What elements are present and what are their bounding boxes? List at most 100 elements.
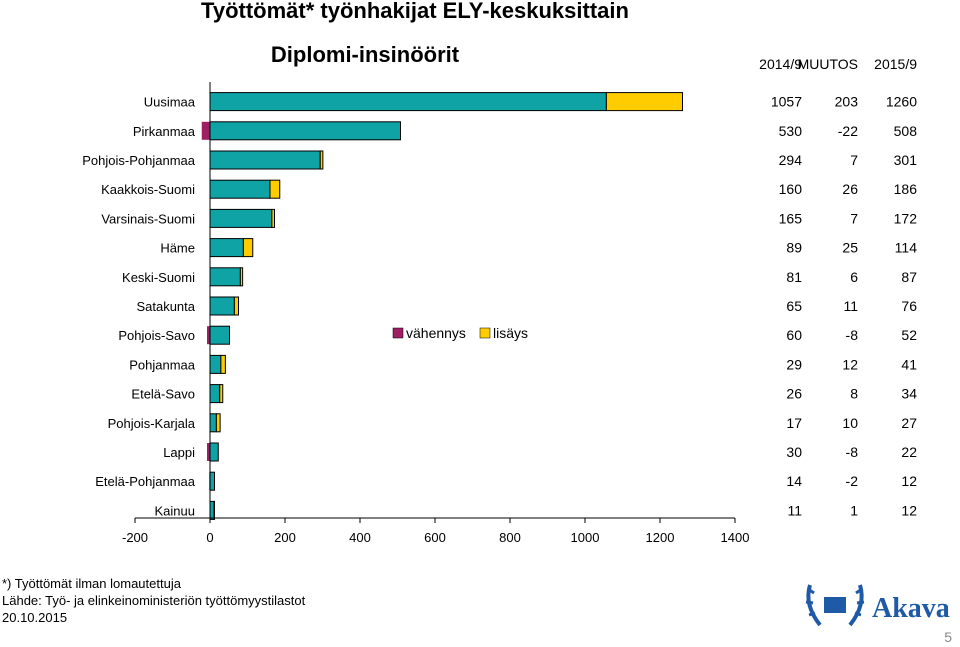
category-label: Pohjanmaa — [129, 357, 196, 372]
x-tick-label: 400 — [349, 530, 371, 545]
bar-base — [209, 325, 230, 345]
table-cell: 294 — [779, 152, 803, 168]
category-label: Satakunta — [136, 299, 195, 314]
bar-base — [209, 179, 271, 199]
table-cell: 11 — [787, 502, 802, 518]
bar-increase — [269, 179, 281, 199]
bar-decrease — [207, 326, 210, 345]
table-header: 2014/9 — [759, 56, 802, 72]
table-cell: 41 — [901, 356, 917, 372]
table-cell: 8 — [850, 386, 858, 402]
category-label: Häme — [160, 241, 195, 256]
category-label: Keski-Suomi — [122, 270, 195, 285]
legend-label: lisäys — [493, 325, 528, 341]
table-cell: 25 — [842, 240, 858, 256]
category-label: Pohjois-Karjala — [108, 416, 196, 431]
x-tick-label: 0 — [206, 530, 213, 545]
legend-swatch — [479, 327, 491, 339]
table-cell: 76 — [901, 298, 917, 314]
table-cell: 7 — [850, 152, 858, 168]
category-label: Kainuu — [155, 503, 195, 518]
bar-increase — [605, 92, 683, 112]
bar-base — [209, 296, 235, 316]
bar-increase — [215, 413, 221, 433]
table-cell: 12 — [901, 473, 917, 489]
category-label: Varsinais-Suomi — [101, 211, 195, 226]
table-cell: -2 — [846, 473, 859, 489]
table-cell: 30 — [786, 444, 802, 460]
x-tick-label: 1000 — [571, 530, 600, 545]
x-tick-label: 800 — [499, 530, 521, 545]
bar-base — [209, 121, 401, 141]
table-cell: 22 — [901, 444, 917, 460]
bar-decrease — [207, 443, 210, 461]
table-cell: 10 — [842, 415, 858, 431]
table-cell: 34 — [901, 386, 917, 402]
table-cell: 52 — [901, 327, 917, 343]
table-cell: 165 — [779, 210, 803, 226]
bar-increase — [219, 384, 224, 404]
table-header: MUUTOS — [798, 56, 858, 72]
category-label: Etelä-Savo — [131, 387, 195, 402]
table-cell: 7 — [850, 210, 858, 226]
table-cell: 12 — [842, 356, 858, 372]
category-label: Etelä-Pohjanmaa — [95, 474, 195, 489]
x-tick-label: -200 — [122, 530, 148, 545]
table-cell: 186 — [894, 181, 918, 197]
bar-base — [209, 150, 321, 170]
bar-base — [209, 354, 222, 374]
category-label: Kaakkois-Suomi — [101, 182, 195, 197]
bar-increase — [319, 150, 324, 170]
page-number: 5 — [944, 629, 952, 645]
x-tick-label: 1200 — [646, 530, 675, 545]
table-cell: 1 — [850, 502, 858, 518]
category-label: Uusimaa — [144, 95, 196, 110]
table-cell: 6 — [850, 269, 858, 285]
bar-increase — [242, 238, 254, 258]
x-axis: -200 0 200 400 600 800 1000 1200 1400 — [122, 82, 749, 545]
x-tick-label: 600 — [424, 530, 446, 545]
akava-logo: Akava — [805, 584, 950, 627]
table-cell: -8 — [846, 327, 859, 343]
table-cell: -8 — [846, 444, 859, 460]
table-cell: -22 — [838, 123, 858, 139]
bar-base — [209, 471, 215, 491]
table-cell: 26 — [786, 386, 802, 402]
bar-chart: -200 0 200 400 600 800 1000 1200 1400 Uusimaa Pir… — [82, 56, 917, 545]
footer-date: 20.10.2015 — [2, 610, 68, 625]
x-tick-label: 1400 — [721, 530, 750, 545]
table-cell: 160 — [779, 181, 803, 197]
bar-base — [209, 442, 219, 462]
legend-swatch — [392, 327, 404, 339]
laurel-book-icon — [824, 597, 846, 613]
table-header: 2015/9 — [874, 56, 917, 72]
table-cell: 114 — [895, 240, 918, 256]
bar-base — [209, 208, 273, 228]
table-cell: 1260 — [886, 94, 917, 110]
category-label: Pirkanmaa — [133, 124, 196, 139]
table-cell: 508 — [894, 123, 918, 139]
category-label: Pohjois-Pohjanmaa — [82, 153, 196, 168]
bar-base — [209, 92, 607, 112]
x-tick-label: 200 — [274, 530, 296, 545]
bar-base — [209, 413, 217, 433]
table-cell: 301 — [894, 152, 918, 168]
bar-base — [209, 238, 244, 258]
table-cell: 14 — [786, 473, 802, 489]
table-cell: 12 — [901, 502, 917, 518]
bar-increase — [239, 267, 244, 287]
main-title: Työttömät* työnhakijat ELY-keskuksittain — [201, 0, 629, 23]
footer-source: Lähde: Työ- ja elinkeinoministeriön työt… — [2, 593, 306, 608]
chart-title: Diplomi-insinöörit — [270, 42, 460, 67]
category-labels: Uusimaa Pirkanmaa Pohjois-Pohjanmaa Kaakkoi… — [82, 95, 196, 519]
category-label: Lappi — [163, 445, 195, 460]
table-cell: 11 — [843, 298, 858, 314]
table-cell: 27 — [901, 415, 917, 431]
table-cell: 172 — [894, 210, 918, 226]
bar-increase — [220, 354, 226, 374]
table-cell: 26 — [842, 181, 858, 197]
logo-text: Akava — [872, 593, 950, 624]
table-cell: 1057 — [771, 94, 802, 110]
table-cell: 17 — [786, 415, 802, 431]
